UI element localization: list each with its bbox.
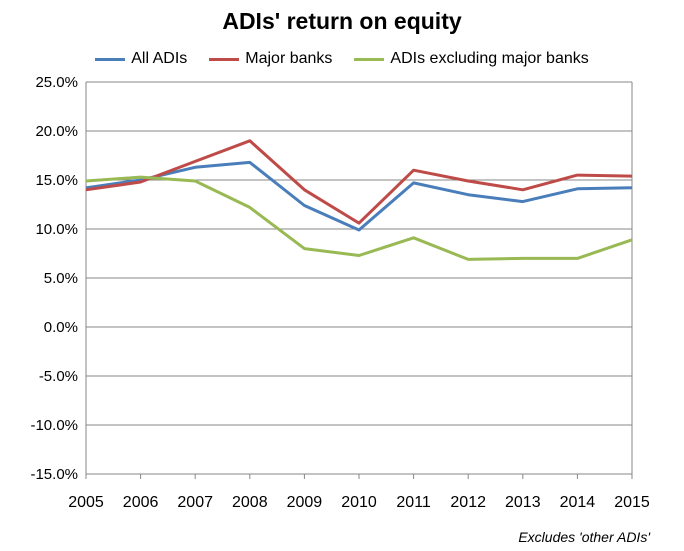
x-tick-label: 2010 — [341, 494, 377, 511]
x-tick-label: 2011 — [396, 494, 431, 511]
chart-title: ADIs' return on equity — [222, 8, 462, 34]
legend-item-major-banks: Major banks — [209, 50, 332, 68]
x-tick-label: 2015 — [614, 494, 650, 511]
y-tick-label: -10.0% — [30, 417, 78, 434]
series-line-adis-excluding-major-banks — [85, 175, 633, 261]
y-tick-label: 0.0% — [44, 319, 78, 336]
y-tick-label: 20.0% — [35, 123, 78, 140]
legend: All ADIs Major banks ADIs excluding majo… — [0, 50, 684, 68]
footnote: Excludes 'other ADIs' — [518, 529, 650, 545]
legend-item-all-adis: All ADIs — [95, 50, 187, 68]
x-tick-label: 2012 — [450, 494, 486, 511]
x-tick-label: 2013 — [505, 494, 541, 511]
legend-label-major-banks: Major banks — [245, 50, 333, 67]
legend-swatch-major-banks — [209, 57, 240, 61]
legend-swatch-all-adis — [95, 57, 126, 61]
y-tick-label: 25.0% — [35, 74, 78, 91]
x-tick-label: 2008 — [232, 494, 268, 511]
legend-label-all-adis: All ADIs — [131, 50, 188, 67]
y-tick-label: 15.0% — [35, 172, 78, 189]
legend-item-adis-excluding-major-banks: ADIs excluding major banks — [354, 50, 589, 68]
x-tick-label: 2005 — [68, 494, 104, 511]
y-tick-label: -15.0% — [30, 466, 78, 483]
y-tick-label: -5.0% — [39, 368, 78, 385]
series-line-major-banks — [85, 139, 633, 225]
series-line-all-adis — [85, 160, 633, 232]
x-tick-label: 2007 — [177, 494, 213, 511]
x-tick-label: 2009 — [287, 494, 323, 511]
legend-label-adis-excluding-major-banks: ADIs excluding major banks — [390, 50, 589, 67]
x-tick-label: 2014 — [560, 494, 596, 511]
legend-swatch-adis-excluding-major-banks — [354, 57, 385, 61]
x-tick-label: 2006 — [123, 494, 159, 511]
y-tick-label: 10.0% — [35, 221, 78, 238]
y-tick-label: 5.0% — [44, 270, 78, 287]
